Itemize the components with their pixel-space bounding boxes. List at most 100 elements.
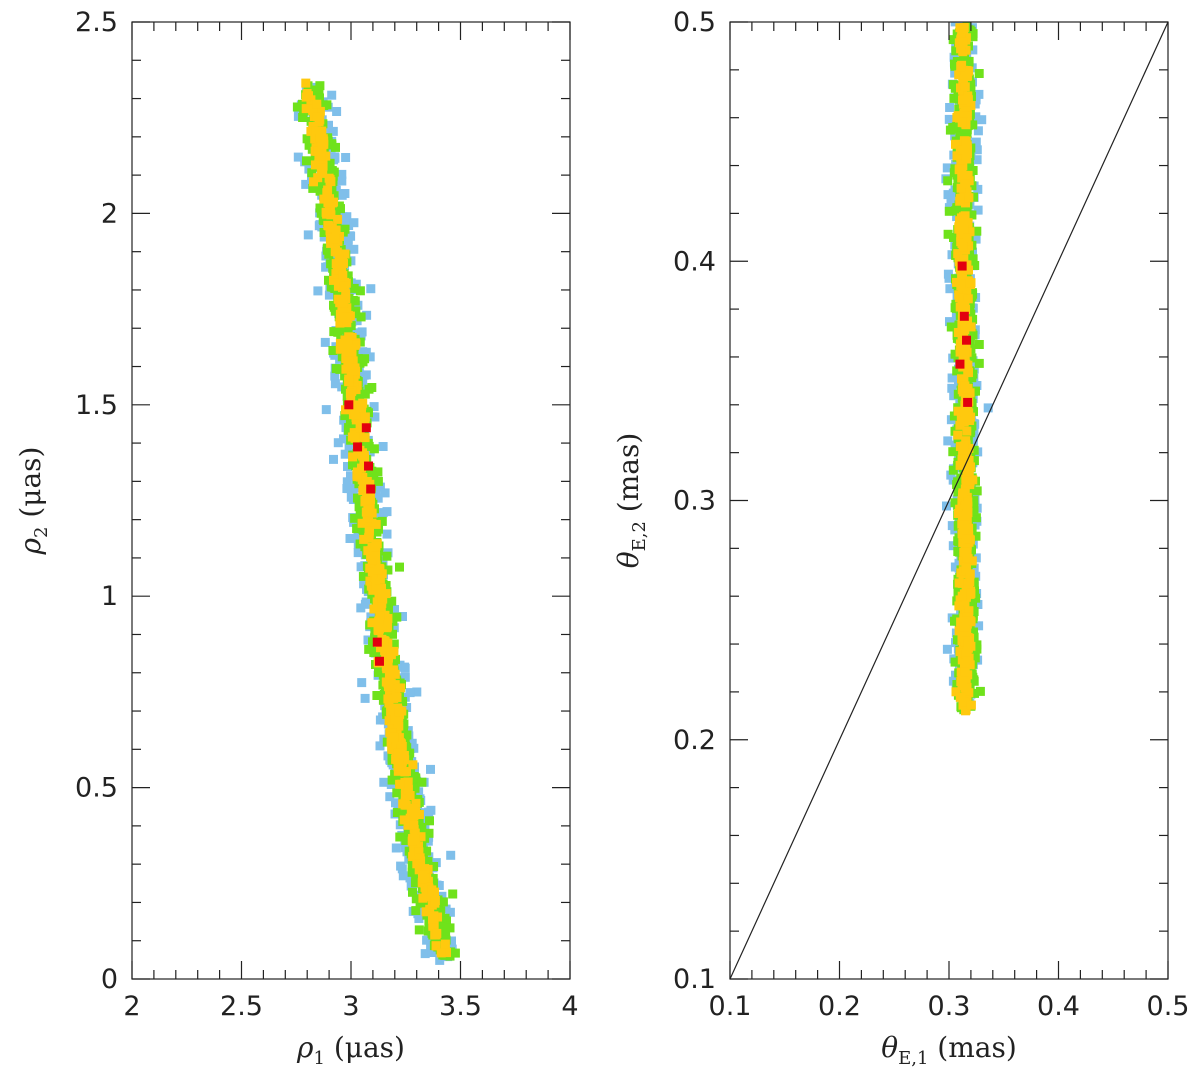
point-3-sigma <box>942 644 952 654</box>
point-1-sigma <box>363 502 373 512</box>
point-2-sigma <box>967 373 977 383</box>
point-1-sigma <box>371 519 381 529</box>
point-3-sigma <box>375 482 385 492</box>
point-1-sigma <box>424 892 434 902</box>
point-2-sigma <box>948 35 958 45</box>
point-1-sigma <box>432 928 442 938</box>
point-1-sigma <box>383 682 393 692</box>
point-1-sigma <box>396 683 406 693</box>
point-1-sigma <box>341 405 350 415</box>
point-1-sigma <box>957 238 967 248</box>
point-2-sigma <box>324 275 333 285</box>
point-2-sigma <box>364 441 374 451</box>
point-1-sigma <box>410 828 420 838</box>
point-1-sigma <box>414 841 423 851</box>
point-2-sigma <box>954 104 964 114</box>
point-3-sigma <box>382 507 392 517</box>
point-1-sigma <box>312 99 322 109</box>
point-1-sigma <box>344 356 354 366</box>
point-3-sigma <box>356 603 366 613</box>
point-3-sigma <box>360 599 370 609</box>
point-2-sigma <box>349 283 359 293</box>
point-2-sigma <box>353 493 362 503</box>
point-2-sigma <box>965 299 975 308</box>
point-1-sigma <box>961 616 971 626</box>
x-tick-label: 0.3 <box>928 991 971 1022</box>
point-1-sigma <box>956 279 966 289</box>
point-1-sigma <box>338 313 348 322</box>
point-2-sigma <box>408 887 417 897</box>
point-1-sigma <box>959 225 969 234</box>
best-points <box>955 261 973 407</box>
point-2-sigma <box>326 259 336 269</box>
point-1-sigma <box>960 325 970 334</box>
point-2-sigma <box>972 226 982 236</box>
point-2-sigma <box>952 366 962 376</box>
point-1-sigma <box>335 344 345 354</box>
point-1-sigma <box>957 681 967 690</box>
point-1-sigma <box>962 426 972 436</box>
point-1-sigma <box>416 832 426 842</box>
point-3-sigma <box>943 190 953 200</box>
point-2-sigma <box>950 657 960 667</box>
point-1-sigma <box>339 259 348 269</box>
point-1-sigma <box>308 106 318 115</box>
point-1-sigma <box>349 378 359 388</box>
point-3-sigma <box>972 145 982 155</box>
point-1-sigma <box>959 108 969 118</box>
point-3-sigma <box>396 861 406 871</box>
point-1-sigma <box>409 811 419 821</box>
point-2-sigma <box>314 87 323 97</box>
point-1-sigma <box>317 164 326 173</box>
point-2-sigma <box>330 306 340 316</box>
point-3-sigma <box>382 529 392 539</box>
point-2-sigma <box>969 506 979 516</box>
point-2-sigma <box>965 25 975 35</box>
point-3-sigma <box>345 231 355 241</box>
point-best <box>364 461 374 471</box>
point-2-sigma <box>322 100 332 110</box>
point-3-sigma <box>445 907 455 917</box>
point-2-sigma <box>943 176 953 186</box>
point-1-sigma <box>961 102 971 112</box>
point-1-sigma <box>966 700 976 710</box>
point-best <box>962 335 972 345</box>
point-1-sigma <box>966 588 976 598</box>
point-1-sigma <box>315 106 325 116</box>
point-1-sigma <box>301 104 311 114</box>
point-1-sigma <box>355 423 365 433</box>
point-1-sigma <box>962 647 972 657</box>
point-1-sigma <box>431 941 441 951</box>
point-1-sigma <box>959 441 969 451</box>
point-1-sigma <box>338 298 348 308</box>
point-3-sigma <box>301 179 311 189</box>
point-3-sigma <box>972 155 982 165</box>
point-3-sigma <box>420 949 430 959</box>
point-2-sigma <box>389 639 399 649</box>
point-3-sigma <box>375 741 385 751</box>
point-3-sigma <box>371 490 381 500</box>
point-3-sigma <box>337 190 347 200</box>
point-3-sigma <box>405 688 415 698</box>
point-1-sigma <box>400 790 410 800</box>
point-2-sigma <box>967 421 977 431</box>
point-2-sigma <box>438 897 448 907</box>
point-3-sigma <box>339 415 349 425</box>
point-1-sigma <box>957 270 967 280</box>
point-3-sigma <box>343 462 352 471</box>
point-2-sigma <box>372 691 382 700</box>
point-3-sigma <box>389 623 399 633</box>
point-1-sigma <box>408 852 418 862</box>
point-1-sigma <box>961 136 971 146</box>
point-1-sigma <box>963 633 973 642</box>
point-1-sigma <box>953 249 963 259</box>
point-3-sigma <box>333 438 343 448</box>
x-axis-label: ρ1 (μas) <box>296 1031 405 1069</box>
point-1-sigma <box>361 507 371 517</box>
point-2-sigma <box>411 906 421 916</box>
point-2-sigma <box>316 208 326 218</box>
point-2-sigma <box>343 325 353 335</box>
point-1-sigma <box>348 452 358 462</box>
point-1-sigma <box>410 835 420 844</box>
point-1-sigma <box>375 584 384 594</box>
